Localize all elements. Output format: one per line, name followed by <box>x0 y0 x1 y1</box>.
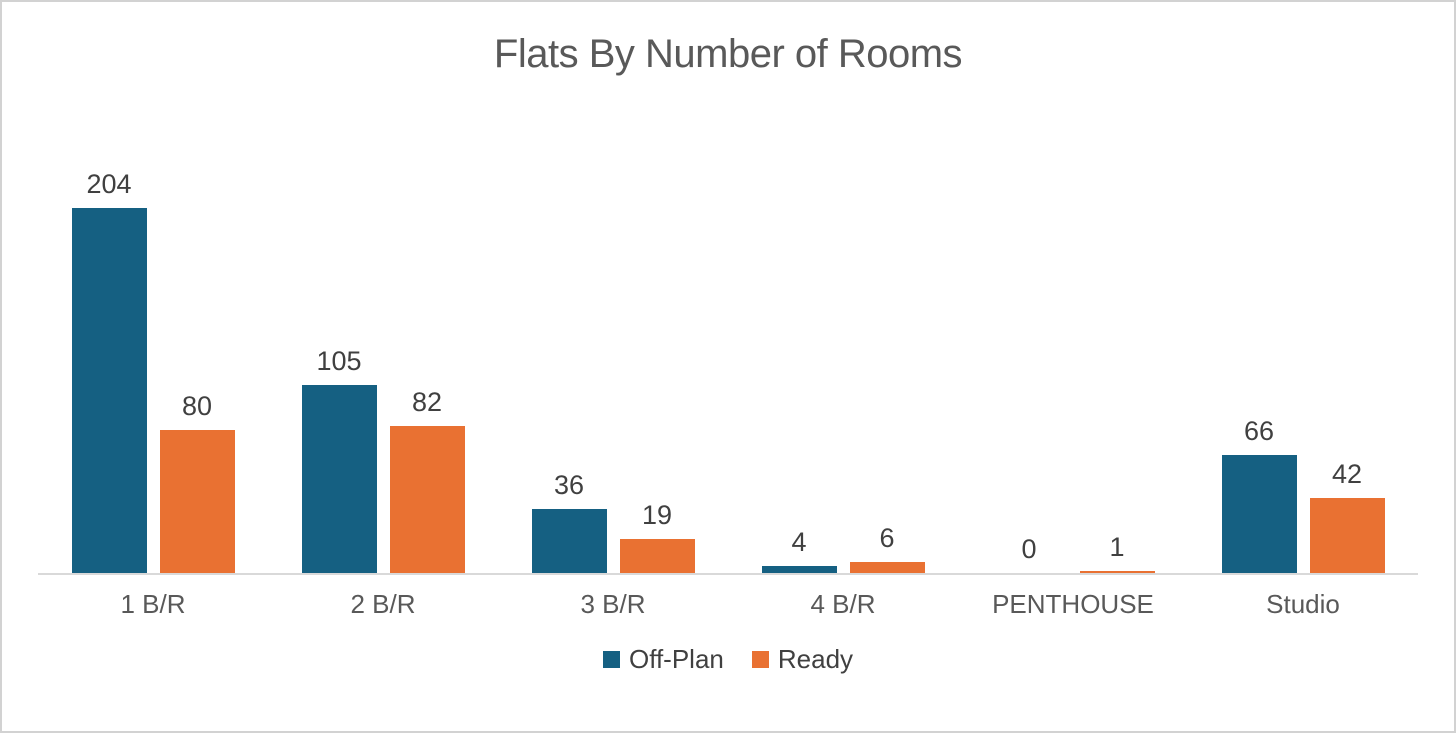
legend: Off-Plan Ready <box>2 644 1454 675</box>
category-label: PENTHOUSE <box>992 589 1154 619</box>
category-label: 3 B/R <box>580 589 646 619</box>
bar-wrap-off-plan: 0 <box>992 534 1067 573</box>
bar-ready <box>849 562 925 573</box>
data-label: 0 <box>1021 534 1037 564</box>
plot-area: 204 80 105 82 36 19 4 6 0 1 66 42 <box>38 110 1418 575</box>
data-label: 19 <box>641 500 673 530</box>
data-label: 36 <box>553 470 585 500</box>
data-label: 6 <box>879 523 895 553</box>
data-label: 204 <box>86 169 132 199</box>
bar-wrap-off-plan: 204 <box>71 169 147 573</box>
legend-item-ready: Ready <box>751 644 854 675</box>
category-label: 1 B/R <box>120 589 186 619</box>
bar-wrap-ready: 6 <box>849 523 925 573</box>
bar-wrap-ready: 19 <box>619 500 695 573</box>
bar-group: 105 82 <box>268 346 498 573</box>
bar-ready <box>159 430 235 573</box>
bar-wrap-off-plan: 4 <box>761 527 837 573</box>
legend-label: Ready <box>777 644 854 674</box>
x-axis-labels: 1 B/R 2 B/R 3 B/R 4 B/R PENTHOUSE Studio <box>38 589 1418 620</box>
bar-off-plan <box>531 509 607 573</box>
data-label: 105 <box>316 346 362 376</box>
bar-wrap-off-plan: 105 <box>301 346 377 573</box>
legend-item-off-plan: Off-Plan <box>602 644 724 675</box>
bar-wrap-ready: 82 <box>389 387 465 573</box>
bar-groups: 204 80 105 82 36 19 4 6 0 1 66 42 <box>38 169 1418 573</box>
bar-off-plan <box>71 208 147 573</box>
bar-wrap-off-plan: 66 <box>1221 416 1297 573</box>
data-label: 1 <box>1109 532 1125 562</box>
legend-swatch-icon <box>602 651 620 668</box>
bar-wrap-ready: 80 <box>159 391 235 573</box>
data-label: 66 <box>1243 416 1275 446</box>
data-label: 4 <box>791 527 807 557</box>
bar-wrap-ready: 1 <box>1079 532 1155 573</box>
bar-ready <box>1309 498 1385 573</box>
data-label: 42 <box>1331 459 1363 489</box>
bar-ready <box>389 426 465 573</box>
bar-group: 36 19 <box>498 470 728 573</box>
bar-off-plan <box>1221 455 1297 573</box>
chart-title: Flats By Number of Rooms <box>493 32 963 76</box>
bar-ready <box>619 539 695 573</box>
bar-ready <box>1079 571 1155 573</box>
category-label: Studio <box>1266 589 1340 619</box>
bar-off-plan <box>301 385 377 573</box>
category-label: 2 B/R <box>350 589 416 619</box>
data-label: 82 <box>411 387 443 417</box>
data-label: 80 <box>181 391 213 421</box>
bar-wrap-off-plan: 36 <box>531 470 607 573</box>
legend-swatch-icon <box>751 651 769 668</box>
bar-wrap-ready: 42 <box>1309 459 1385 573</box>
bar-group: 204 80 <box>38 169 268 573</box>
legend-label: Off-Plan <box>628 644 724 674</box>
category-label: 4 B/R <box>810 589 876 619</box>
bar-off-plan <box>761 566 837 573</box>
bar-group: 66 42 <box>1188 416 1418 573</box>
